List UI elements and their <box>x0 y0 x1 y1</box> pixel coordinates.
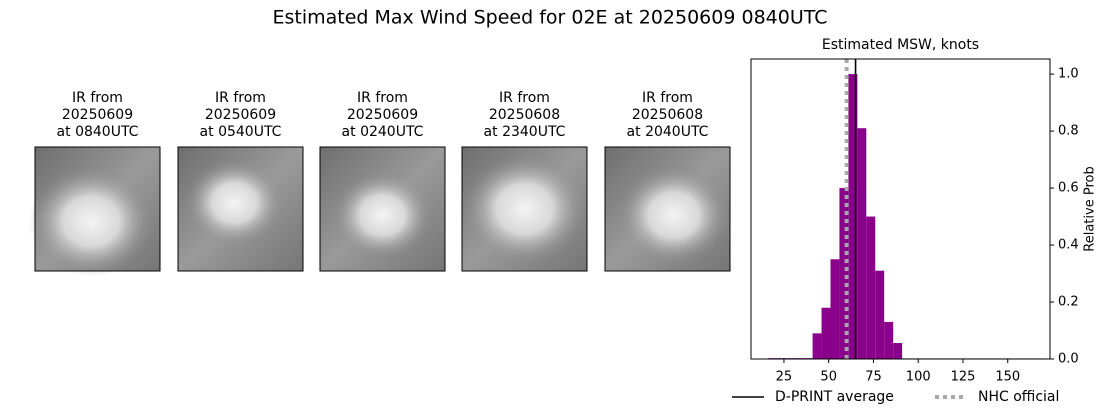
panel-label: 20250608 <box>632 107 703 123</box>
bar <box>830 259 840 359</box>
cloud <box>462 154 587 264</box>
panel-label: at 0540UTC <box>200 124 282 140</box>
panel-label: 20250609 <box>205 107 276 123</box>
bar <box>893 343 903 359</box>
ir-frame <box>34 146 161 272</box>
x-tick-label: 50 <box>820 370 837 385</box>
panel-label: at 2040UTC <box>627 124 709 140</box>
ir-frame <box>461 146 588 272</box>
cloud <box>617 165 730 265</box>
x-tick-label: 75 <box>865 370 882 385</box>
panel-label: 20250609 <box>347 107 418 123</box>
chart-title: Estimated MSW, knots <box>822 37 979 53</box>
ir-frame <box>604 146 731 272</box>
y-tick-label: 0.8 <box>1058 124 1079 139</box>
panel-label: IR from <box>642 90 693 106</box>
cloud <box>184 158 285 247</box>
panel-label: at 0840UTC <box>57 124 139 140</box>
x-tick-label: 100 <box>906 370 931 385</box>
x-tick-label: 25 <box>776 370 793 385</box>
y-tick-label: 0.4 <box>1058 238 1079 253</box>
y-tick-label: 1.0 <box>1058 67 1079 82</box>
x-tick-label: 150 <box>995 370 1020 385</box>
cloud <box>28 166 154 277</box>
bar <box>839 188 849 359</box>
panel-label: IR from <box>72 90 123 106</box>
ir-frame <box>177 146 304 272</box>
legend-label: D-PRINT average <box>775 389 894 405</box>
y-axis-label: Relative Prob <box>1083 166 1098 251</box>
cloud <box>332 171 433 260</box>
bar <box>857 128 867 359</box>
bar <box>812 333 822 359</box>
legend-label: NHC official <box>978 389 1059 405</box>
x-tick-label: 125 <box>951 370 976 385</box>
plot-frame <box>750 58 1051 360</box>
y-tick-label: 0.2 <box>1058 295 1079 310</box>
bar <box>884 321 894 359</box>
panel-label: IR from <box>357 90 408 106</box>
panel-label: IR from <box>215 90 266 106</box>
bar <box>866 216 876 359</box>
y-tick-label: 0.0 <box>1058 352 1079 367</box>
bar <box>848 74 858 359</box>
panel-label: at 0240UTC <box>342 124 424 140</box>
ir-frame <box>319 146 446 272</box>
y-tick-label: 0.6 <box>1058 181 1079 196</box>
panel-label: 20250609 <box>62 107 133 123</box>
bar <box>821 307 831 359</box>
panel-label: at 2340UTC <box>484 124 566 140</box>
main-title: Estimated Max Wind Speed for 02E at 2025… <box>272 7 827 29</box>
bar <box>875 270 885 359</box>
panel-label: 20250608 <box>489 107 560 123</box>
panel-label: IR from <box>499 90 550 106</box>
